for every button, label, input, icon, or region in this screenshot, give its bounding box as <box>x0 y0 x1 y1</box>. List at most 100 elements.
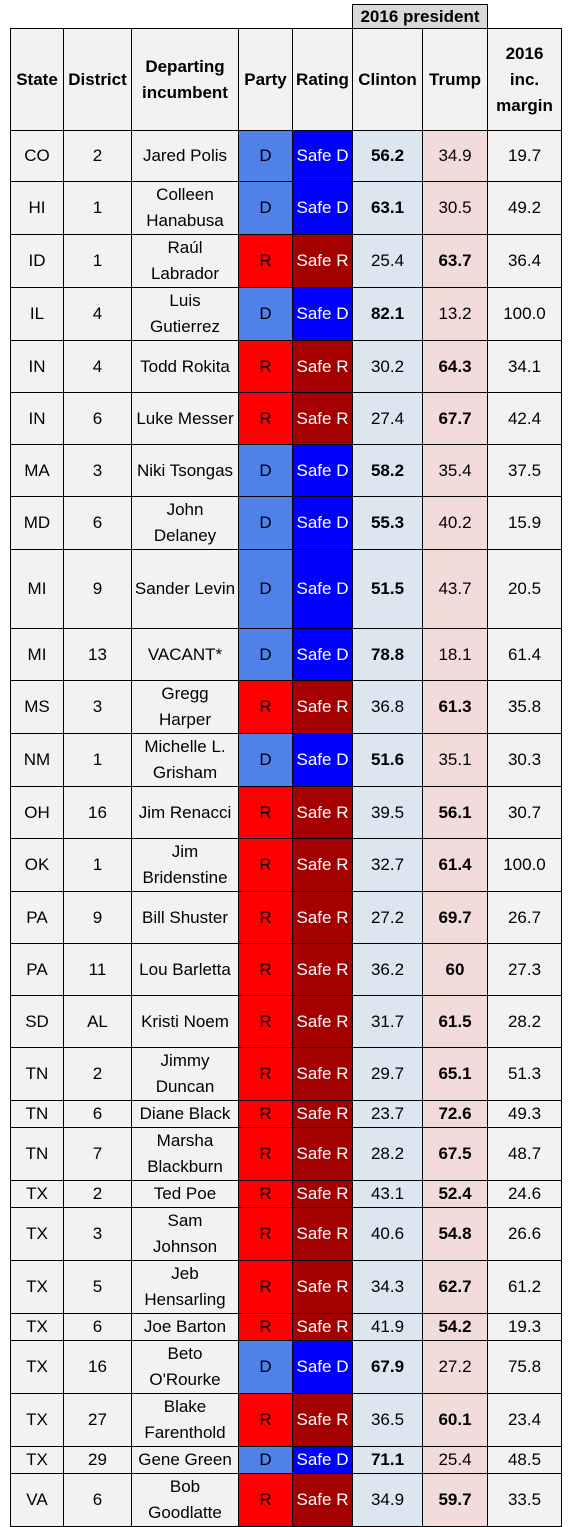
clinton-cell: 51.6 <box>352 733 423 787</box>
clinton-cell: 40.6 <box>352 1207 423 1261</box>
state-cell: TX <box>10 1260 64 1314</box>
incumbent-cell: Niki Tsongas <box>131 444 239 497</box>
rating-cell: Safe R <box>292 1100 353 1128</box>
incumbent-cell: Bill Shuster <box>131 891 239 944</box>
margin-cell: 48.5 <box>487 1446 562 1474</box>
rating-cell: Safe D <box>292 628 353 681</box>
incumbent-cell: VACANT* <box>131 628 239 681</box>
incumbent-cell: John Delaney <box>131 496 239 550</box>
state-cell: CO <box>10 130 64 182</box>
incumbent-cell: Gregg Harper <box>131 680 239 734</box>
district-cell: 2 <box>63 1180 132 1208</box>
incumbent-cell: Lou Barletta <box>131 943 239 996</box>
table-row: TX 5 Jeb Hensarling R Safe R 34.3 62.7 61.2 <box>10 1260 562 1314</box>
margin-cell: 24.6 <box>487 1180 562 1208</box>
rating-cell: Safe D <box>292 444 353 497</box>
trump-cell: 59.7 <box>422 1473 488 1527</box>
trump-cell: 56.1 <box>422 786 488 839</box>
clinton-cell: 39.5 <box>352 786 423 839</box>
party-cell: R <box>238 995 293 1048</box>
clinton-cell: 43.1 <box>352 1180 423 1208</box>
district-cell: 5 <box>63 1260 132 1314</box>
margin-cell: 19.3 <box>487 1313 562 1341</box>
clinton-cell: 29.7 <box>352 1047 423 1101</box>
incumbent-cell: Joe Barton <box>131 1313 239 1341</box>
header-group-2016-president: 2016 president <box>352 4 488 29</box>
party-cell: R <box>238 1393 293 1447</box>
table-body: CO 2 Jared Polis D Safe D 56.2 34.9 19.7 HI 1 Coll… <box>10 130 562 1527</box>
header-group-row: 2016 president <box>11 4 562 29</box>
margin-cell: 36.4 <box>487 234 562 288</box>
margin-cell: 49.3 <box>487 1100 562 1128</box>
margin-cell: 15.9 <box>487 496 562 550</box>
table-row: IN 6 Luke Messer R Safe R 27.4 67.7 42.4 <box>10 392 562 445</box>
clinton-cell: 34.9 <box>352 1473 423 1527</box>
trump-cell: 52.4 <box>422 1180 488 1208</box>
state-cell: PA <box>10 943 64 996</box>
table-row: TN 6 Diane Black R Safe R 23.7 72.6 49.3 <box>10 1100 562 1128</box>
margin-cell: 51.3 <box>487 1047 562 1101</box>
clinton-cell: 36.5 <box>352 1393 423 1447</box>
rating-cell: Safe R <box>292 392 353 445</box>
clinton-cell: 25.4 <box>352 234 423 288</box>
incumbent-cell: Luke Messer <box>131 392 239 445</box>
district-cell: 6 <box>63 392 132 445</box>
margin-cell: 20.5 <box>487 549 562 629</box>
party-cell: R <box>238 838 293 892</box>
table-row: VA 6 Bob Goodlatte R Safe R 34.9 59.7 33.5 <box>10 1473 562 1527</box>
trump-cell: 34.9 <box>422 130 488 182</box>
clinton-cell: 63.1 <box>352 181 423 235</box>
trump-cell: 72.6 <box>422 1100 488 1128</box>
margin-cell: 26.7 <box>487 891 562 944</box>
margin-cell: 61.2 <box>487 1260 562 1314</box>
header-columns-row: State District Departing incumbent Party… <box>10 28 562 131</box>
rating-cell: Safe R <box>292 1393 353 1447</box>
district-cell: 6 <box>63 1100 132 1128</box>
incumbent-cell: Gene Green <box>131 1446 239 1474</box>
table-row: MS 3 Gregg Harper R Safe R 36.8 61.3 35.8 <box>10 680 562 734</box>
party-cell: R <box>238 1313 293 1341</box>
table-row: TN 2 Jimmy Duncan R Safe R 29.7 65.1 51.3 <box>10 1047 562 1101</box>
margin-cell: 48.7 <box>487 1127 562 1181</box>
incumbent-cell: Jim Bridenstine <box>131 838 239 892</box>
district-cell: 6 <box>63 1313 132 1341</box>
trump-cell: 61.3 <box>422 680 488 734</box>
rating-cell: Safe R <box>292 340 353 393</box>
clinton-cell: 82.1 <box>352 287 423 341</box>
rating-cell: Safe D <box>292 1340 353 1394</box>
clinton-cell: 51.5 <box>352 549 423 629</box>
clinton-cell: 41.9 <box>352 1313 423 1341</box>
header-spacer <box>11 5 353 29</box>
incumbent-cell: Blake Farenthold <box>131 1393 239 1447</box>
state-cell: IL <box>10 287 64 341</box>
incumbent-cell: Todd Rokita <box>131 340 239 393</box>
trump-cell: 54.2 <box>422 1313 488 1341</box>
trump-cell: 69.7 <box>422 891 488 944</box>
column-header-clinton: Clinton <box>352 28 423 131</box>
rating-cell: Safe R <box>292 1047 353 1101</box>
party-cell: R <box>238 1100 293 1128</box>
state-cell: TX <box>10 1207 64 1261</box>
trump-cell: 13.2 <box>422 287 488 341</box>
trump-cell: 62.7 <box>422 1260 488 1314</box>
table-row: IL 4 Luis Gutierrez D Safe D 82.1 13.2 100.0 <box>10 287 562 341</box>
party-cell: D <box>238 1446 293 1474</box>
rating-cell: Safe R <box>292 1260 353 1314</box>
district-cell: AL <box>63 995 132 1048</box>
party-cell: R <box>238 234 293 288</box>
state-cell: ID <box>10 234 64 288</box>
column-header-trump: Trump <box>422 28 488 131</box>
incumbent-cell: Jim Renacci <box>131 786 239 839</box>
rating-cell: Safe D <box>292 287 353 341</box>
party-cell: R <box>238 392 293 445</box>
margin-cell: 37.5 <box>487 444 562 497</box>
margin-cell: 34.1 <box>487 340 562 393</box>
table-row: PA 9 Bill Shuster R Safe R 27.2 69.7 26.7 <box>10 891 562 944</box>
incumbent-cell: Sander Levin <box>131 549 239 629</box>
trump-cell: 54.8 <box>422 1207 488 1261</box>
rating-cell: Safe R <box>292 1127 353 1181</box>
clinton-cell: 30.2 <box>352 340 423 393</box>
clinton-cell: 32.7 <box>352 838 423 892</box>
state-cell: MI <box>10 628 64 681</box>
state-cell: TN <box>10 1047 64 1101</box>
